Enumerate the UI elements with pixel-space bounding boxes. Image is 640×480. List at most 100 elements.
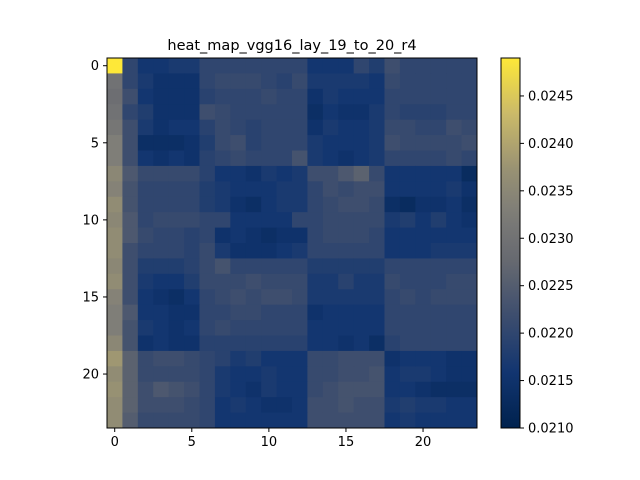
heatmap-cell bbox=[122, 397, 139, 413]
heatmap-cell bbox=[446, 227, 462, 244]
heatmap-cell bbox=[107, 104, 123, 121]
heatmap-cell bbox=[322, 335, 339, 352]
heatmap-cell bbox=[261, 412, 277, 429]
heatmap-cell bbox=[137, 320, 154, 336]
heatmap-cell bbox=[322, 366, 339, 383]
heatmap-cell bbox=[292, 58, 308, 74]
heatmap-cell bbox=[230, 88, 247, 105]
heatmap-cell bbox=[369, 243, 385, 259]
heatmap-cell bbox=[168, 397, 185, 413]
heatmap-cell bbox=[338, 58, 355, 74]
y-tick-label: 20 bbox=[82, 368, 99, 383]
heatmap-cell bbox=[214, 135, 231, 151]
heatmap-cell bbox=[384, 304, 401, 321]
heatmap-cell bbox=[415, 397, 432, 413]
heatmap-cell bbox=[184, 258, 200, 275]
heatmap-cell bbox=[430, 227, 447, 244]
heatmap-cell bbox=[245, 320, 262, 336]
heatmap-cell bbox=[245, 243, 262, 259]
heatmap-cell bbox=[122, 58, 139, 74]
heatmap-cell bbox=[137, 243, 154, 259]
heatmap-cell bbox=[292, 119, 308, 136]
heatmap-cell bbox=[168, 350, 185, 367]
heatmap-cell bbox=[322, 412, 339, 429]
heatmap-cell bbox=[214, 212, 231, 228]
heatmap-cell bbox=[384, 165, 401, 182]
heatmap-cell bbox=[184, 150, 200, 167]
heatmap-cell bbox=[430, 289, 447, 306]
colorbar bbox=[500, 57, 521, 429]
heatmap-cell bbox=[369, 335, 385, 352]
heatmap-cell bbox=[184, 165, 200, 182]
heatmap-cell bbox=[137, 289, 154, 306]
heatmap-cell bbox=[307, 243, 324, 259]
heatmap-cell bbox=[446, 350, 462, 367]
heatmap-cell bbox=[199, 73, 216, 90]
heatmap-cell bbox=[399, 196, 416, 213]
heatmap-cell bbox=[168, 104, 185, 121]
heatmap-cell bbox=[461, 227, 478, 244]
heatmap-cell bbox=[415, 412, 432, 429]
heatmap-cell bbox=[199, 227, 216, 244]
heatmap-cell bbox=[230, 273, 247, 290]
heatmap-cell bbox=[107, 119, 123, 136]
heatmap-cell bbox=[338, 366, 355, 383]
heatmap-cell bbox=[353, 320, 370, 336]
heatmap-cell bbox=[184, 135, 200, 151]
heatmap-cell bbox=[245, 58, 262, 74]
heatmap-cell bbox=[276, 227, 293, 244]
heatmap-cell bbox=[199, 381, 216, 398]
heatmap-cell bbox=[446, 381, 462, 398]
heatmap-cell bbox=[199, 181, 216, 198]
heatmap-cell bbox=[384, 212, 401, 228]
heatmap-cell bbox=[353, 119, 370, 136]
heatmap-cell bbox=[353, 104, 370, 121]
heatmap-cell bbox=[276, 335, 293, 352]
heatmap-cell bbox=[214, 150, 231, 167]
heatmap-cell bbox=[307, 289, 324, 306]
heatmap-cell bbox=[338, 135, 355, 151]
heatmap-cell bbox=[199, 397, 216, 413]
heatmap-cell bbox=[153, 335, 170, 352]
heatmap-cell bbox=[107, 227, 123, 244]
heatmap-cell bbox=[307, 212, 324, 228]
heatmap-cell bbox=[122, 227, 139, 244]
x-tick-label: 10 bbox=[261, 435, 278, 450]
heatmap-cell bbox=[384, 88, 401, 105]
heatmap-cell bbox=[307, 381, 324, 398]
heatmap-cell bbox=[307, 119, 324, 136]
heatmap-cell bbox=[214, 273, 231, 290]
heatmap-cell bbox=[430, 412, 447, 429]
heatmap-cell bbox=[338, 227, 355, 244]
heatmap-cell bbox=[338, 320, 355, 336]
heatmap-cell bbox=[307, 73, 324, 90]
heatmap-cell bbox=[168, 196, 185, 213]
heatmap-cell bbox=[276, 119, 293, 136]
heatmap-cell bbox=[276, 181, 293, 198]
heatmap-cell bbox=[153, 196, 170, 213]
heatmap-cell bbox=[214, 58, 231, 74]
heatmap-cell bbox=[153, 58, 170, 74]
heatmap-cell bbox=[199, 135, 216, 151]
heatmap-cell bbox=[122, 119, 139, 136]
heatmap-cell bbox=[261, 335, 277, 352]
heatmap-cell bbox=[230, 135, 247, 151]
heatmap-cell bbox=[137, 150, 154, 167]
heatmap-cell bbox=[430, 320, 447, 336]
heatmap-cell bbox=[168, 320, 185, 336]
heatmap-cell bbox=[184, 366, 200, 383]
heatmap-cell bbox=[184, 381, 200, 398]
heatmap-cell bbox=[322, 397, 339, 413]
heatmap-cell bbox=[107, 304, 123, 321]
heatmap-cell bbox=[307, 366, 324, 383]
heatmap-cell bbox=[322, 88, 339, 105]
heatmap-cell bbox=[122, 73, 139, 90]
heatmap-cell bbox=[461, 150, 478, 167]
heatmap-cell bbox=[338, 119, 355, 136]
heatmap-cell bbox=[292, 88, 308, 105]
heatmap-cell bbox=[107, 88, 123, 105]
heatmap-cell bbox=[137, 196, 154, 213]
heatmap-cell bbox=[292, 366, 308, 383]
heatmap-cell bbox=[369, 397, 385, 413]
